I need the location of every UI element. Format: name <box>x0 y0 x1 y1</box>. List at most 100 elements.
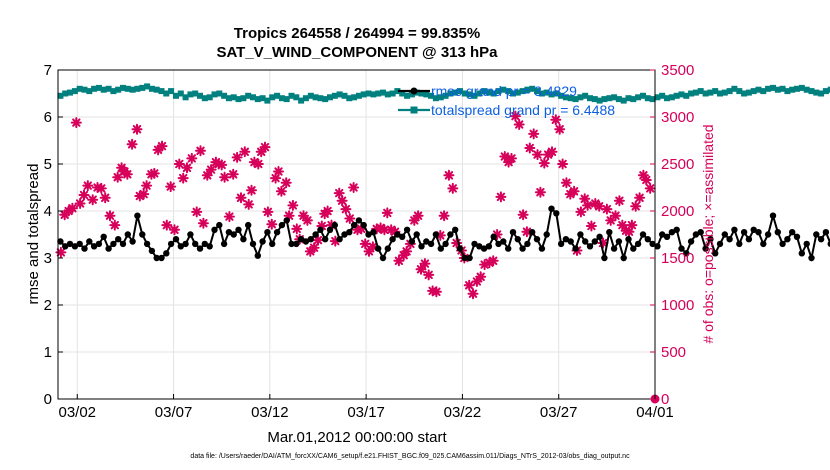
rmse-point <box>529 229 536 236</box>
assimilated-point <box>312 234 324 246</box>
totalspread-point <box>485 89 492 96</box>
assimilated-point <box>243 198 255 210</box>
assimilated-point <box>554 123 566 135</box>
asterisk-stroke <box>203 171 212 180</box>
assimilated-point <box>447 182 459 194</box>
totalspread-point <box>317 95 324 102</box>
rmse-point <box>288 240 295 248</box>
totalspread-point <box>192 90 199 97</box>
x-tick-label: 03/07 <box>155 404 193 421</box>
assimilated-point <box>66 202 78 214</box>
asterisk-stroke <box>206 165 216 174</box>
x-tick-label: 04/01 <box>636 404 674 421</box>
rmse-point <box>480 245 488 252</box>
assimilated-point <box>517 209 529 221</box>
y-right-tick-label: 3000 <box>661 109 694 126</box>
legend-totalspread-label: totalspread grand pr = 6.4488 <box>431 102 615 118</box>
rmse-point <box>394 231 401 238</box>
asterisk-stroke <box>646 184 655 193</box>
rmse-point <box>760 240 767 248</box>
y-right-tick-label: 1500 <box>661 250 694 267</box>
rmse-point <box>582 238 589 245</box>
totalspread-point <box>105 85 112 92</box>
totalspread-point <box>360 91 367 98</box>
asterisk-stroke <box>540 158 549 168</box>
asterisk-stroke <box>390 227 400 236</box>
asterisk-stroke <box>179 173 188 183</box>
asterisk-stroke <box>254 159 263 169</box>
assimilated-point <box>141 180 153 192</box>
assimilated-point <box>273 166 284 177</box>
rmse-point <box>196 245 204 252</box>
asterisk-stroke <box>642 175 651 185</box>
totalspread-point <box>418 90 425 97</box>
chart-title: Tropics 264558 / 264994 = 99.835% <box>234 25 480 42</box>
totalspread-point <box>567 95 574 102</box>
rmse-point <box>524 240 531 248</box>
assimilated-point <box>601 203 613 215</box>
assimilated-point <box>87 194 99 206</box>
totalspread-point <box>187 91 194 98</box>
rmse-point <box>302 238 310 245</box>
rmse-point <box>784 236 791 243</box>
asterisk-stroke <box>166 182 175 191</box>
rmse-point <box>177 243 184 250</box>
asterisk-stroke <box>72 118 81 127</box>
y-left-tick-label: 1 <box>44 344 52 361</box>
rmse-point <box>755 229 762 236</box>
totalspread-point <box>798 84 805 91</box>
totalspread-point <box>591 96 598 103</box>
rmse-point <box>803 240 810 248</box>
assimilated-point <box>104 210 116 222</box>
rmse-point <box>129 238 136 245</box>
asterisk-stroke <box>79 190 89 200</box>
totalspread-point <box>510 90 516 97</box>
rmse-point <box>726 236 733 243</box>
rmse-point <box>813 231 820 238</box>
totalspread-point <box>225 95 232 102</box>
y-left-tick-label: 5 <box>44 156 52 173</box>
rmse-point <box>355 217 363 224</box>
assimilated-point <box>443 169 455 181</box>
rmse-point <box>678 245 685 252</box>
assimilated-point <box>246 184 257 196</box>
rmse-point <box>307 236 314 243</box>
rmse-point <box>293 240 300 248</box>
asterisk-stroke <box>436 231 445 240</box>
rmse-point <box>750 226 757 233</box>
assimilated-point <box>322 205 334 217</box>
totalspread-point <box>745 89 752 96</box>
asterisk-stroke <box>101 193 110 202</box>
totalspread-point <box>471 92 478 99</box>
assimilated-point <box>70 117 82 129</box>
x-tick-label: 03/22 <box>444 404 482 421</box>
asterisk-stroke <box>424 270 433 280</box>
rmse-point <box>692 231 700 238</box>
rmse-point <box>476 243 483 250</box>
totalspread-point <box>615 96 622 103</box>
totalspread-point <box>331 92 338 99</box>
asterisk-stroke <box>562 178 571 187</box>
asterisk-stroke <box>263 207 273 217</box>
totalspread-point <box>707 89 714 96</box>
totalspread-point <box>461 90 468 97</box>
rmse-point <box>326 226 334 233</box>
assimilated-point <box>438 210 450 222</box>
asterisk-stroke <box>639 171 648 180</box>
rmse-point <box>779 240 786 248</box>
totalspread-point <box>736 88 743 95</box>
rmse-point <box>57 238 64 245</box>
rmse-point <box>452 226 459 233</box>
series-rmse <box>57 205 830 262</box>
asterisk-stroke <box>518 210 528 219</box>
assimilated-point <box>74 198 86 209</box>
rmse-point <box>654 243 661 250</box>
rmse-point <box>736 240 743 248</box>
asterisk-stroke <box>68 204 77 213</box>
rmse-point <box>606 229 613 236</box>
rmse-point <box>442 240 449 248</box>
rmse-point <box>644 236 651 243</box>
totalspread-point <box>519 88 526 95</box>
rmse-point <box>413 231 420 238</box>
asterisk-stroke <box>432 287 441 296</box>
